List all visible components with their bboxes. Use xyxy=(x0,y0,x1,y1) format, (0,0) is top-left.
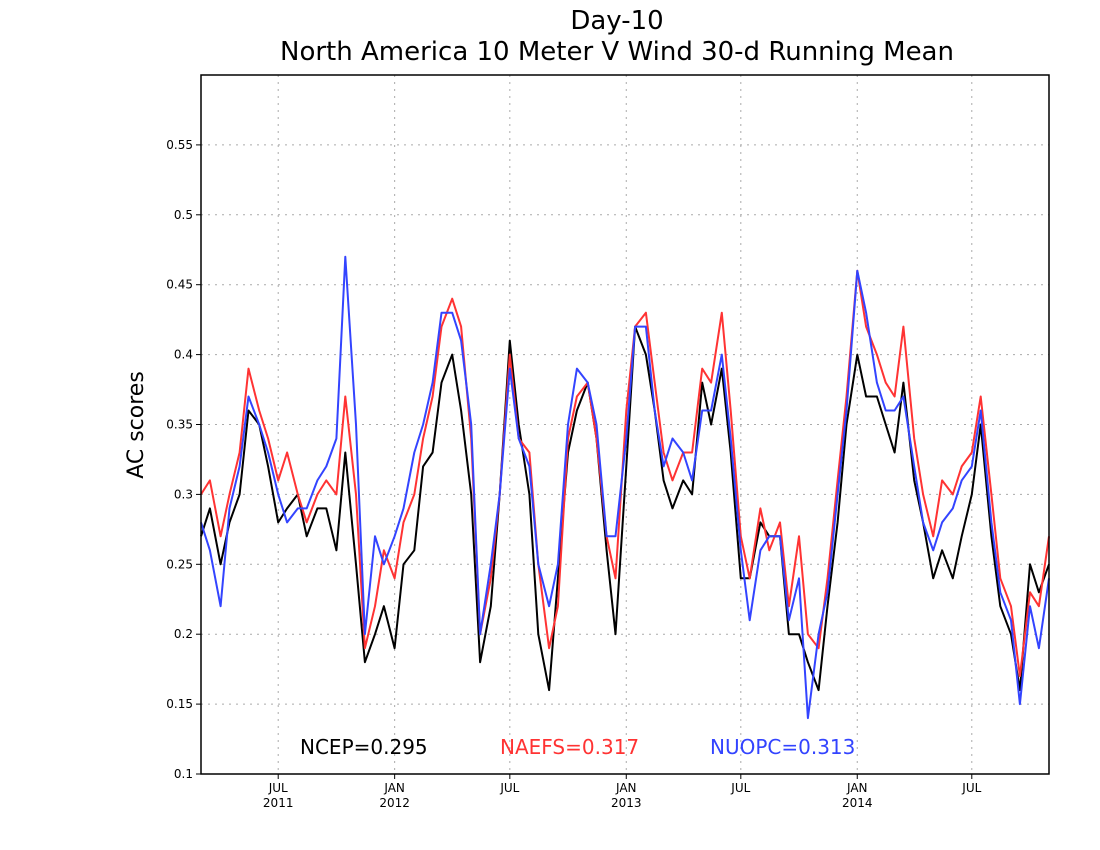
x-tick-year-label: 2014 xyxy=(842,796,873,810)
x-tick-label: JUL xyxy=(268,781,288,795)
chart-subtitle: North America 10 Meter V Wind 30-d Runni… xyxy=(280,37,954,67)
y-axis-label: AC scores xyxy=(124,371,149,479)
ncep-mean-label: NCEP=0.295 xyxy=(300,735,428,759)
y-tick-label: 0.55 xyxy=(166,138,193,152)
chart-title: Day-10 xyxy=(570,6,663,36)
x-tick-year-label: 2011 xyxy=(263,796,294,810)
x-tick-label: JUL xyxy=(961,781,981,795)
y-tick-label: 0.1 xyxy=(174,767,193,781)
series-line-nuopc xyxy=(200,255,1050,720)
y-tick-label: 0.4 xyxy=(174,348,193,362)
y-tick-label: 0.45 xyxy=(166,278,193,292)
series-line-naefs xyxy=(200,269,1050,678)
x-tick-label: JUL xyxy=(730,781,750,795)
x-tick-label: JAN xyxy=(846,781,868,795)
y-tick-label: 0.25 xyxy=(166,557,193,571)
x-tick-label: JAN xyxy=(383,781,405,795)
x-tick-year-label: 2013 xyxy=(611,796,642,810)
y-tick-label: 0.3 xyxy=(174,487,193,501)
y-tick-label: 0.15 xyxy=(166,697,193,711)
naefs-mean-label: NAEFS=0.317 xyxy=(500,735,639,759)
plot-frame xyxy=(200,74,1050,775)
y-tick-label: 0.35 xyxy=(166,418,193,432)
y-axis-ticks: 0.1 0.15 0.2 0.25 0.3 0.35 0.4 0.45 0.5 0.55 xyxy=(166,138,201,781)
y-tick-label: 0.5 xyxy=(174,208,193,222)
y-tick-label: 0.2 xyxy=(174,627,193,641)
series-layer xyxy=(200,255,1050,720)
x-tick-label: JAN xyxy=(615,781,637,795)
nuopc-mean-label: NUOPC=0.313 xyxy=(710,735,855,759)
x-tick-year-label: 2012 xyxy=(379,796,410,810)
x-tick-label: JUL xyxy=(499,781,519,795)
